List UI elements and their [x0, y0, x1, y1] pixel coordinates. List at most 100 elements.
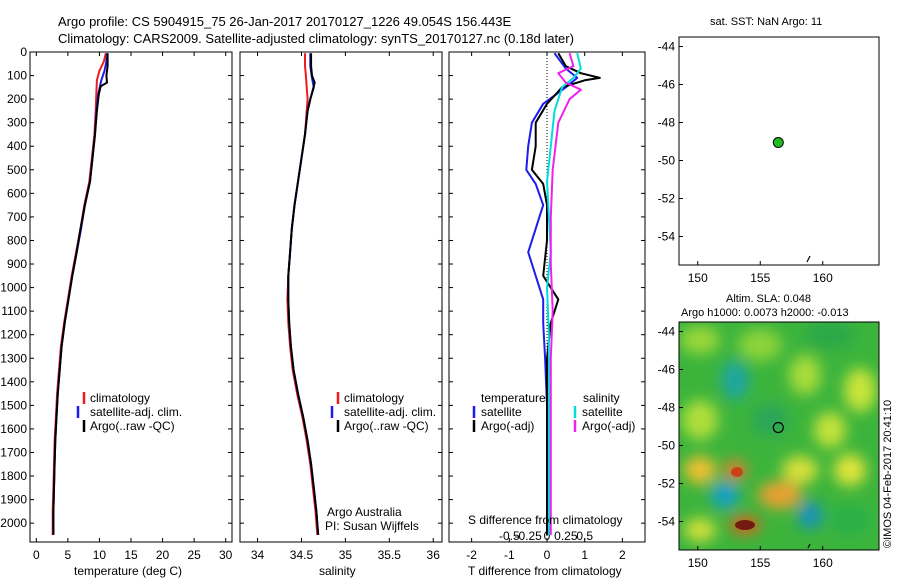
s-tick-label: -0.25 — [514, 529, 542, 543]
x-tick-label: 5 — [65, 548, 72, 562]
legend-label: satellite-adj. clim. — [90, 405, 182, 419]
s-difference-label: S difference from climatology — [468, 513, 623, 527]
series-line-climatology — [286, 53, 319, 535]
location-y-ticks: -44 -46 -48 -50 -52 -54 — [658, 40, 683, 244]
y-tick-label: 700 — [7, 210, 27, 224]
map-x-tick-label: 155 — [750, 556, 770, 570]
series-line-climatology — [51, 52, 107, 535]
series-line-argo-raw-qc — [287, 53, 320, 535]
series-line-satellite-adj-clim — [287, 53, 320, 535]
map-x-tick-label: 160 — [813, 271, 833, 285]
salinity-x-ticks: 34 34.5 35 35.5 36 — [251, 52, 440, 562]
y-tick-label: 1400 — [0, 375, 27, 389]
argo-location-circle — [772, 421, 784, 434]
location-points — [772, 137, 784, 149]
x-tick-label: 20 — [156, 548, 170, 562]
map-y-tick-label: -46 — [658, 363, 676, 377]
map-y-tick-label: -52 — [658, 192, 676, 206]
legend-label: Argo(..raw -QC) — [90, 419, 175, 433]
legend-label: satellite — [582, 405, 623, 419]
difference-series — [525, 52, 601, 535]
y-tick-label: 1700 — [0, 445, 27, 459]
location-x-ticks: 150 155 160 — [688, 261, 833, 285]
altimetry-title-line-1: Altim. SLA: 0.048 — [726, 293, 811, 305]
y-tick-label: 600 — [7, 186, 27, 200]
x-tick-label: -1 — [504, 548, 515, 562]
location-panel: sat. SST: NaN Argo: 11 150 155 160 -44-46-… — [658, 16, 880, 285]
t-difference-x-ticks: -2 -1 0 1 2 — [466, 52, 626, 562]
legend-label: Argo(-adj) — [481, 419, 534, 433]
altimetry-y-ticks: -44 -46 -48 -50 -52 -54 — [658, 325, 683, 529]
legend-title-salinity: salinity — [583, 391, 620, 405]
legend-label: climatology — [90, 391, 150, 405]
y-tick-label: 1800 — [0, 469, 27, 483]
y-tick-label: 1900 — [0, 493, 27, 507]
altimetry-marker — [772, 421, 784, 434]
map-x-tick-label: 150 — [688, 556, 708, 570]
altimetry-x-ticks: 150 155 160 — [688, 546, 833, 570]
x-tick-label: 36 — [427, 548, 441, 562]
x-tick-label: 25 — [187, 548, 201, 562]
temperature-series — [51, 52, 109, 535]
map-y-tick-label: -54 — [658, 230, 676, 244]
altimetry-frame — [678, 321, 880, 551]
x-tick-label: 0 — [33, 548, 40, 562]
s-tick-label: 0.5 — [576, 529, 593, 543]
location-frame — [678, 36, 880, 266]
coastline-fragment — [806, 255, 811, 263]
y-tick-label: 900 — [7, 257, 27, 271]
altimetry-panel: Altim. SLA: 0.048 Argo h1000: 0.0073 h20… — [658, 293, 894, 570]
salinity-frame — [239, 51, 443, 543]
legend-label: Argo(..raw -QC) — [344, 419, 429, 433]
legend-title-temperature: temperature — [481, 391, 546, 405]
y-tick-label: 500 — [7, 163, 27, 177]
depth-y-ticks: 0 100 200 300 400 500 600 700 800 900 1000 1100 1200… — [0, 45, 232, 530]
series-line-argo-raw-qc — [52, 53, 109, 535]
temperature-panel: 0 5 10 15 20 25 30 0 100 200 300 400 500 600 700 800 90… — [0, 45, 232, 578]
legend-label: satellite — [481, 405, 522, 419]
map-y-tick-label: -44 — [658, 325, 676, 339]
salinity-x-label: salinity — [319, 564, 356, 578]
map-x-tick-label: 150 — [688, 271, 708, 285]
sla-heatmap — [679, 322, 879, 550]
temperature-x-label: temperature (deg C) — [74, 564, 182, 578]
s-tick-label: 0.25 — [554, 529, 578, 543]
x-tick-label: 34.5 — [290, 548, 314, 562]
map-y-tick-label: -50 — [658, 154, 676, 168]
salinity-series — [286, 53, 320, 535]
map-y-tick-label: -50 — [658, 439, 676, 453]
x-tick-label: 2 — [619, 548, 626, 562]
map-x-tick-label: 160 — [813, 556, 833, 570]
y-tick-label: 1500 — [0, 398, 27, 412]
location-title: sat. SST: NaN Argo: 11 — [710, 16, 822, 28]
y-tick-label: 1200 — [0, 328, 27, 342]
x-tick-label: 0 — [544, 548, 551, 562]
y-tick-label: 2000 — [0, 516, 27, 530]
y-tick-label: 400 — [7, 139, 27, 153]
x-tick-label: 35 — [339, 548, 353, 562]
x-tick-label: 1 — [581, 548, 588, 562]
difference-panel: -2 -1 0 1 2 -0.5-0.2500.250.5 T difference f… — [448, 51, 646, 578]
legend-label: Argo(-adj) — [582, 419, 635, 433]
coastline-fragment — [807, 543, 811, 549]
map-x-tick-label: 155 — [750, 271, 770, 285]
map-y-tick-label: -48 — [658, 116, 676, 130]
difference-y-ticks — [449, 51, 645, 524]
y-tick-label: 800 — [7, 233, 27, 247]
map-y-tick-label: -48 — [658, 401, 676, 415]
map-y-tick-label: -54 — [658, 515, 676, 529]
map-y-tick-label: -44 — [658, 40, 676, 54]
x-tick-label: 10 — [93, 548, 107, 562]
series-line-s-argo-adj — [549, 52, 582, 535]
x-tick-label: -2 — [466, 548, 477, 562]
map-y-tick-label: -46 — [658, 78, 676, 92]
header-line-1: Argo profile: CS 5904915_75 26-Jan-2017 … — [58, 14, 512, 29]
imos-timestamp: ©IMOS 04-Feb-2017 20:41:10 — [882, 400, 894, 548]
salinity-legend: climatology satellite-adj. clim. Argo(..… — [330, 391, 436, 433]
credit-pi: PI: Susan Wijffels — [325, 519, 419, 533]
y-tick-label: 200 — [7, 92, 27, 106]
altimetry-title-line-2: Argo h1000: 0.0073 h2000: -0.013 — [681, 307, 849, 319]
series-line-t-satellite — [525, 52, 579, 535]
x-tick-label: 34 — [251, 548, 265, 562]
